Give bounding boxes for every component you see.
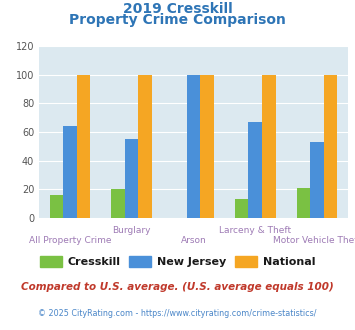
Bar: [248, 122, 262, 218]
Bar: [187, 75, 200, 218]
Text: 2019 Cresskill: 2019 Cresskill: [122, 2, 233, 16]
Bar: [111, 189, 125, 218]
Bar: [77, 75, 90, 218]
Bar: [200, 75, 214, 218]
Text: Property Crime Comparison: Property Crime Comparison: [69, 13, 286, 27]
Text: © 2025 CityRating.com - https://www.cityrating.com/crime-statistics/: © 2025 CityRating.com - https://www.city…: [38, 309, 317, 317]
Bar: [324, 75, 337, 218]
Bar: [235, 199, 248, 218]
Bar: [138, 75, 152, 218]
Bar: [125, 139, 138, 218]
Text: Motor Vehicle Theft: Motor Vehicle Theft: [273, 236, 355, 245]
Legend: Cresskill, New Jersey, National: Cresskill, New Jersey, National: [35, 251, 320, 271]
Text: Burglary: Burglary: [113, 226, 151, 235]
Bar: [262, 75, 275, 218]
Bar: [297, 188, 310, 218]
Text: All Property Crime: All Property Crime: [29, 236, 111, 245]
Bar: [50, 195, 63, 218]
Text: Arson: Arson: [181, 236, 206, 245]
Bar: [310, 142, 324, 218]
Text: Larceny & Theft: Larceny & Theft: [219, 226, 291, 235]
Text: Compared to U.S. average. (U.S. average equals 100): Compared to U.S. average. (U.S. average …: [21, 282, 334, 292]
Bar: [63, 126, 77, 218]
